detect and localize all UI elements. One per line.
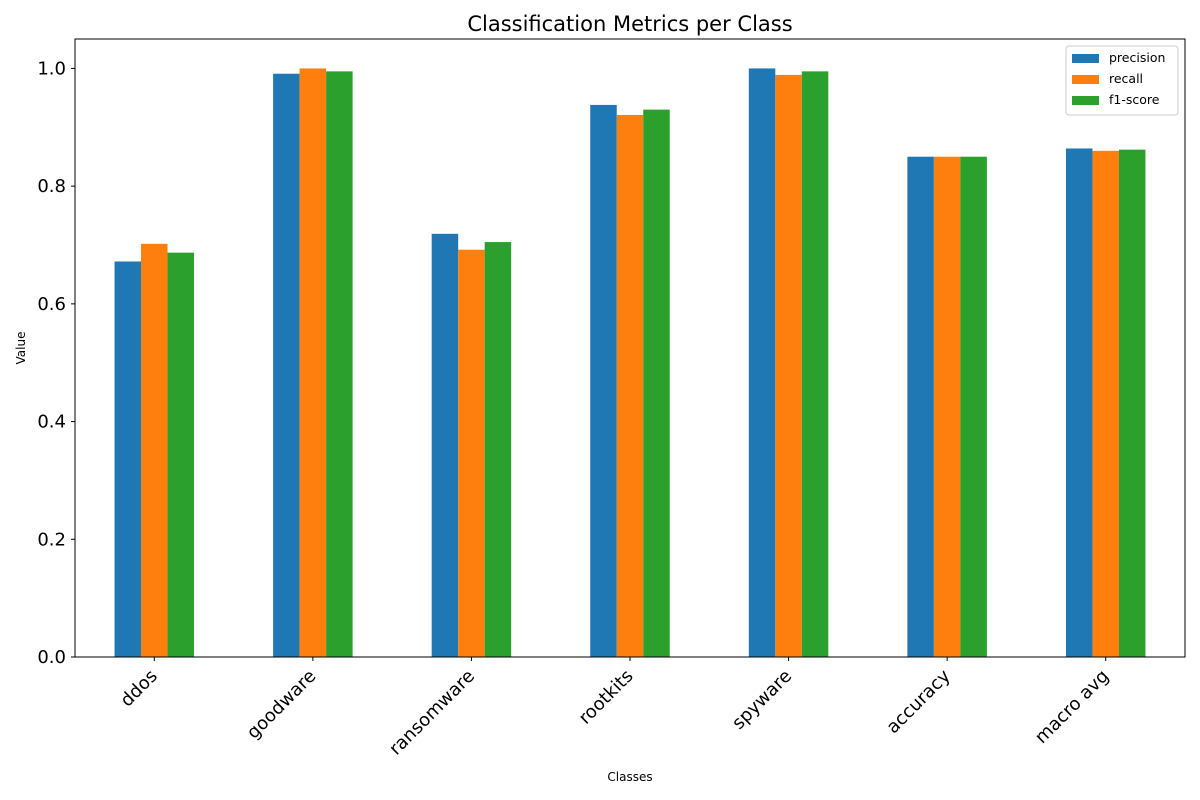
bar-recall-spyware <box>775 74 802 657</box>
chart-title: Classification Metrics per Class <box>467 12 792 36</box>
bar-recall-goodware <box>299 68 327 658</box>
bar-precision-rootkits <box>590 104 617 658</box>
y-axis-label: Value <box>14 332 28 365</box>
bar-f1-score-accuracy <box>960 156 987 657</box>
bar-precision-ransomware <box>431 233 459 657</box>
plot-area: 0.0 0.2 0.4 0.6 0.8 1.0 ddos goodware ransomware… <box>37 38 1186 760</box>
bar-f1-score-spyware <box>801 71 829 658</box>
x-axis-label: Classes <box>607 770 652 784</box>
x-tick-label: spyware <box>728 666 796 734</box>
x-tick-label: goodware <box>243 666 321 744</box>
x-tick-label: ransomware <box>385 666 479 760</box>
legend-swatch-recall <box>1072 75 1099 84</box>
bar-f1-score-macro-avg <box>1118 149 1146 657</box>
y-tick-label: 1.0 <box>37 58 66 79</box>
y-tick-label: 0.8 <box>37 176 66 197</box>
y-tick-label: 0.4 <box>37 412 66 433</box>
bar-f1-score-ddos <box>167 252 195 657</box>
bar-precision-macro-avg <box>1065 148 1093 657</box>
bar-f1-score-rootkits <box>643 109 670 657</box>
bar-recall-rootkits <box>616 114 644 658</box>
bar-precision-goodware <box>273 73 300 658</box>
legend-swatch-f1-score <box>1072 96 1099 105</box>
bar-recall-ransomware <box>458 249 485 657</box>
x-tick-label: rootkits <box>575 666 638 729</box>
legend-label-precision: precision <box>1109 50 1165 65</box>
bar-recall-macro-avg <box>1092 150 1119 657</box>
x-tick-label: macro avg <box>1031 666 1113 748</box>
bar-precision-accuracy <box>907 156 934 657</box>
bar-recall-ddos <box>141 243 168 657</box>
legend-swatch-precision <box>1072 54 1099 63</box>
bar-precision-spyware <box>748 68 776 658</box>
x-tick-label: accuracy <box>882 665 955 738</box>
bar-precision-ddos <box>114 261 142 657</box>
legend: precision recall f1-score <box>1065 45 1179 116</box>
bar-recall-accuracy <box>933 156 961 657</box>
x-tick-label: ddos <box>116 666 161 711</box>
legend-label-recall: recall <box>1109 71 1143 86</box>
y-tick-label: 0.2 <box>37 529 66 550</box>
legend-label-f1-score: f1-score <box>1109 92 1160 107</box>
bar-f1-score-ransomware <box>484 242 512 657</box>
y-tick-label: 0.0 <box>37 647 66 668</box>
y-tick-label: 0.6 <box>37 294 66 315</box>
bar-f1-score-goodware <box>326 71 353 658</box>
